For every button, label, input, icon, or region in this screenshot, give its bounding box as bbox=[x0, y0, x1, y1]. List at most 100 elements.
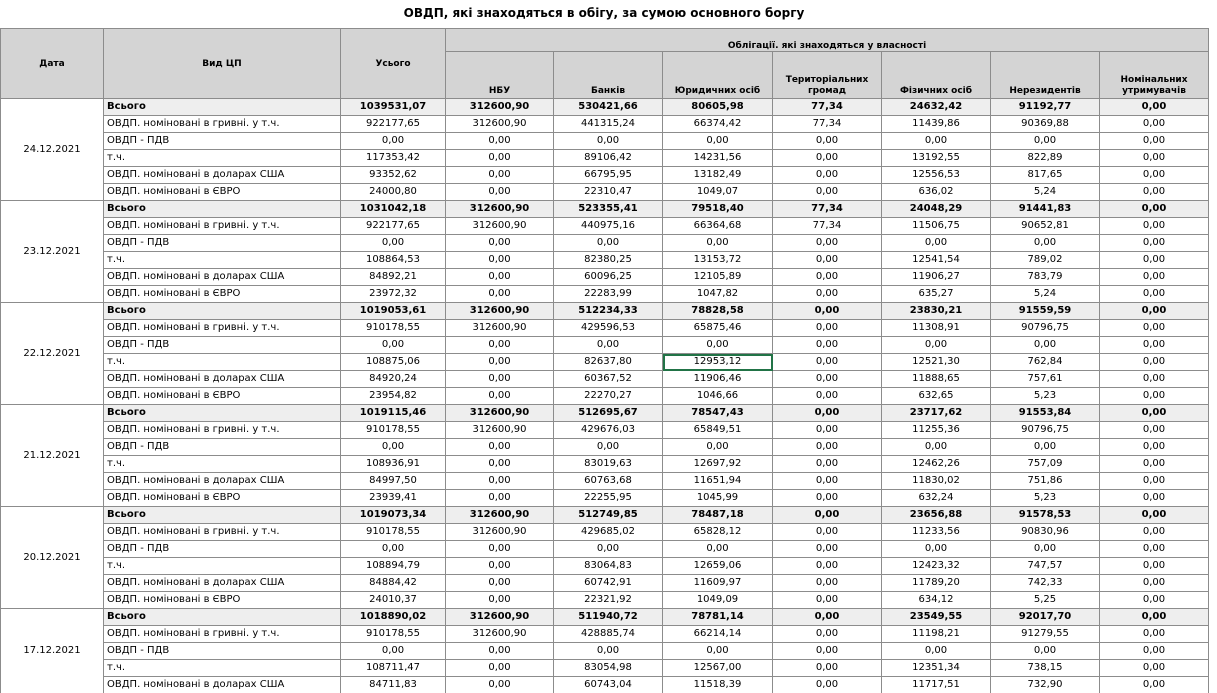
value-cell: 65875,46 bbox=[662, 319, 773, 337]
header-cell: Фізичних осіб bbox=[881, 51, 991, 99]
value-cell: 23549,55 bbox=[881, 608, 991, 626]
value-cell: 24000,80 bbox=[340, 183, 446, 201]
value-cell: 0,00 bbox=[990, 336, 1100, 354]
table-row: ОВДП. номіновані в доларах США 84997,50 0,… bbox=[1, 472, 1210, 490]
value-cell: 91553,84 bbox=[990, 404, 1100, 422]
value-cell: 0,00 bbox=[772, 642, 882, 660]
label-cell: т.ч. bbox=[103, 557, 341, 575]
value-cell: 0,00 bbox=[1098, 659, 1210, 677]
value-cell: 0,00 bbox=[445, 591, 554, 609]
value-cell: 0,00 bbox=[772, 336, 882, 354]
value-cell: 60743,04 bbox=[553, 676, 663, 693]
bonds-table: Дата Вид ЦП Усього Облігації. які знаход… bbox=[0, 28, 1210, 693]
value-cell: 0,00 bbox=[1098, 200, 1210, 218]
value-cell: 0,00 bbox=[772, 438, 882, 456]
header-row: Дата Вид ЦП Усього Облігації. які знаход… bbox=[0, 28, 1210, 99]
value-cell: 0,00 bbox=[1098, 421, 1210, 439]
label-cell: ОВДП. номіновані в гривні. у т.ч. bbox=[103, 421, 341, 439]
value-cell: 0,00 bbox=[445, 659, 554, 677]
value-cell: 0,00 bbox=[1098, 234, 1210, 252]
value-cell: 66214,14 bbox=[662, 625, 773, 643]
value-cell: 12697,92 bbox=[662, 455, 773, 473]
header-cell: Усього bbox=[340, 28, 446, 99]
value-cell: 0,00 bbox=[445, 353, 554, 371]
label-cell: ОВДП - ПДВ bbox=[103, 336, 341, 354]
value-cell: 0,00 bbox=[1098, 676, 1210, 693]
value-cell: 12462,26 bbox=[881, 455, 991, 473]
value-cell: 429685,02 bbox=[553, 523, 663, 541]
value-cell: 0,00 bbox=[1098, 472, 1210, 490]
table-row: ОВДП. номіновані в ЄВРО 23954,82 0,00 22270… bbox=[1, 387, 1210, 405]
value-cell: 0,00 bbox=[340, 132, 446, 150]
value-cell: 24048,29 bbox=[881, 200, 991, 218]
value-cell: 0,00 bbox=[445, 574, 554, 592]
value-cell: 0,00 bbox=[772, 404, 882, 422]
value-cell: 5,23 bbox=[990, 489, 1100, 507]
value-cell: 0,00 bbox=[340, 438, 446, 456]
value-cell: 78828,58 bbox=[662, 302, 773, 320]
value-cell: 83054,98 bbox=[553, 659, 663, 677]
value-cell: 312600,90 bbox=[445, 319, 554, 337]
value-cell: 5,25 bbox=[990, 591, 1100, 609]
value-cell: 77,34 bbox=[772, 98, 882, 116]
value-cell: 13182,49 bbox=[662, 166, 773, 184]
value-cell: 428885,74 bbox=[553, 625, 663, 643]
value-cell: 5,24 bbox=[990, 285, 1100, 303]
value-cell: 90830,96 bbox=[990, 523, 1100, 541]
value-cell: 1045,99 bbox=[662, 489, 773, 507]
value-cell: 0,00 bbox=[881, 234, 991, 252]
label-cell: ОВДП. номіновані в доларах США bbox=[103, 166, 341, 184]
value-cell: 78547,43 bbox=[662, 404, 773, 422]
table-row: 21.12.2021 Всього 1019115,46 312600,90 51269… bbox=[0, 404, 1210, 507]
value-cell: 0,00 bbox=[445, 132, 554, 150]
value-cell: 523355,41 bbox=[553, 200, 663, 218]
label-cell: ОВДП. номіновані в доларах США bbox=[103, 472, 341, 490]
label-cell: т.ч. bbox=[103, 659, 341, 677]
label-cell: ОВДП - ПДВ bbox=[103, 132, 341, 150]
value-cell: 429596,53 bbox=[553, 319, 663, 337]
value-cell: 78487,18 bbox=[662, 506, 773, 524]
header-cell: Юридичних осіб bbox=[662, 51, 773, 99]
value-cell: 23954,82 bbox=[340, 387, 446, 405]
value-cell: 23939,41 bbox=[340, 489, 446, 507]
value-cell: 762,84 bbox=[990, 353, 1100, 371]
value-cell: 0,00 bbox=[1098, 574, 1210, 592]
value-cell: 512695,67 bbox=[553, 404, 663, 422]
value-cell: 0,00 bbox=[445, 268, 554, 286]
value-cell: 636,02 bbox=[881, 183, 991, 201]
value-cell: 0,00 bbox=[553, 642, 663, 660]
label-cell: Всього bbox=[103, 302, 341, 320]
value-cell: 757,61 bbox=[990, 370, 1100, 388]
value-cell: 66795,95 bbox=[553, 166, 663, 184]
value-cell: 66364,68 bbox=[662, 217, 773, 235]
value-cell: 1018890,02 bbox=[340, 608, 446, 626]
value-cell: 11717,51 bbox=[881, 676, 991, 693]
value-cell: 11198,21 bbox=[881, 625, 991, 643]
table-title: ОВДП, які знаходяться в обігу, за сумою … bbox=[403, 6, 805, 20]
value-cell: 312600,90 bbox=[445, 608, 554, 626]
value-cell: 11609,97 bbox=[662, 574, 773, 592]
value-cell: 0,00 bbox=[1098, 319, 1210, 337]
value-cell: 0,00 bbox=[772, 234, 882, 252]
table-row: ОВДП. номіновані в доларах США 84892,21 0,… bbox=[1, 268, 1210, 286]
value-cell: 0,00 bbox=[990, 438, 1100, 456]
table-row: ОВДП. номіновані в гривні. у т.ч. 910178,… bbox=[1, 625, 1210, 643]
value-cell: 12423,32 bbox=[881, 557, 991, 575]
date-cell: 17.12.2021 bbox=[0, 608, 104, 693]
value-cell: 84884,42 bbox=[340, 574, 446, 592]
value-cell: 1049,07 bbox=[662, 183, 773, 201]
value-cell: 0,00 bbox=[1098, 455, 1210, 473]
value-cell: 77,34 bbox=[772, 115, 882, 133]
label-cell: т.ч. bbox=[103, 455, 341, 473]
value-cell: 817,65 bbox=[990, 166, 1100, 184]
value-cell: 84920,24 bbox=[340, 370, 446, 388]
value-cell: 1031042,18 bbox=[340, 200, 446, 218]
value-cell: 0,00 bbox=[445, 166, 554, 184]
value-cell: 0,00 bbox=[772, 540, 882, 558]
value-cell: 0,00 bbox=[445, 370, 554, 388]
value-cell: 0,00 bbox=[1098, 149, 1210, 167]
header-cell: Нерезидентів bbox=[990, 51, 1100, 99]
value-cell: 0,00 bbox=[772, 591, 882, 609]
value-cell: 12556,53 bbox=[881, 166, 991, 184]
value-cell: 1019073,34 bbox=[340, 506, 446, 524]
